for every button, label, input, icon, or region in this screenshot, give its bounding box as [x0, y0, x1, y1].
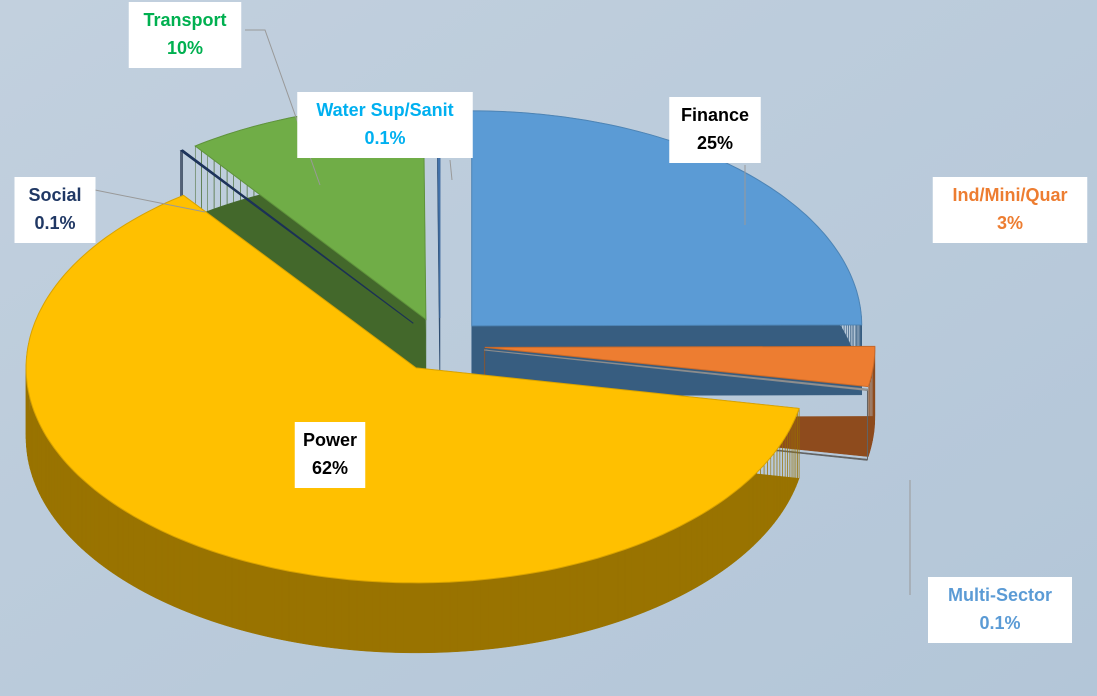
label-name: Finance: [681, 105, 749, 125]
label-value: 25%: [697, 133, 733, 153]
label-name: Social: [28, 185, 81, 205]
label-value: 62%: [312, 458, 348, 478]
leader-line: [449, 159, 453, 181]
label-box: [14, 177, 96, 243]
slice-side: [483, 349, 868, 461]
label-value: 0.1%: [364, 128, 405, 148]
leader-line: [94, 189, 206, 213]
label-box: [928, 577, 1072, 643]
label-name: Transport: [143, 10, 226, 30]
label-box: [294, 422, 366, 488]
label-box: [128, 2, 242, 68]
label-value: 0.1%: [34, 213, 75, 233]
slice: [484, 349, 869, 392]
slice: [471, 110, 863, 327]
label-box: [669, 97, 761, 163]
label-value: 10%: [167, 38, 203, 58]
label-name: Multi-Sector: [948, 585, 1052, 605]
slice: [179, 149, 414, 324]
label-value: 0.1%: [979, 613, 1020, 633]
label-name: Water Sup/Sanit: [316, 100, 453, 120]
label-name: Power: [303, 430, 357, 450]
label-name: Ind/Mini/Quar: [953, 185, 1068, 205]
slice: [25, 194, 800, 584]
label-value: 3%: [997, 213, 1023, 233]
label-box: [932, 177, 1088, 243]
label-box: [297, 92, 473, 158]
slice: [484, 345, 876, 388]
